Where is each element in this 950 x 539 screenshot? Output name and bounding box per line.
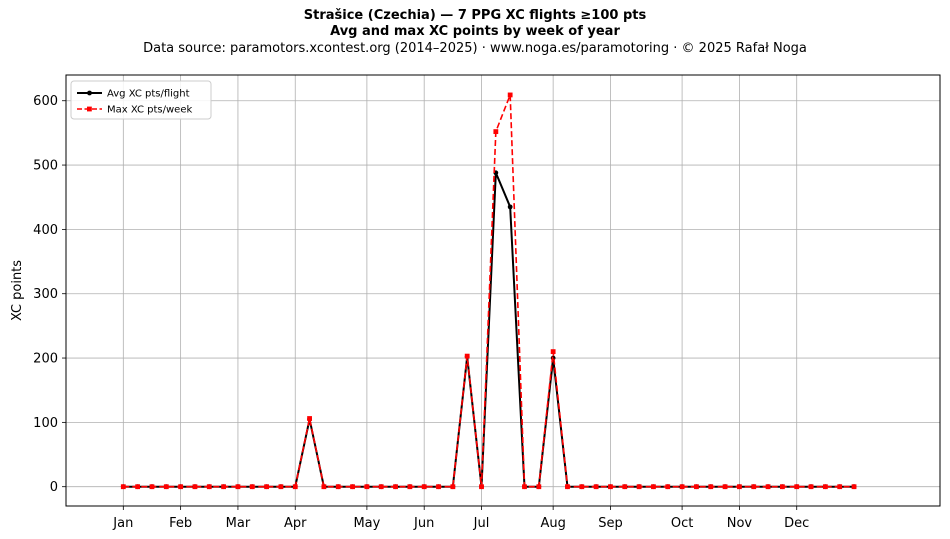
max-data-point [851,484,857,490]
max-data-point [292,484,298,490]
x-tick-label: Oct [671,516,693,531]
max-data-point [765,484,771,490]
chart-grid [66,75,940,506]
legend-marker [87,90,92,96]
x-tick-label: Dec [784,516,809,531]
legend-label: Max XC pts/week [107,105,192,116]
max-data-point [235,484,241,490]
max-data-point [278,484,284,490]
chart-subtitle: Data source: paramotors.xcontest.org (20… [143,41,807,56]
chart-legend: Avg XC pts/flight Max XC pts/week [70,80,212,120]
max-data-point [350,484,355,490]
max-data-point [335,484,341,490]
max-data-point [722,484,728,490]
y-tick-label: 400 [33,223,58,238]
avg-data-point [507,204,513,210]
legend-label: Avg XC pts/flight [107,89,190,100]
avg-series-line [123,171,855,488]
max-data-point [321,484,327,490]
y-axis-label: XC points [10,260,25,321]
max-data-point [837,484,843,490]
y-tick-label: 300 [33,287,58,302]
x-tick-label: Jul [473,516,490,531]
max-data-point [479,484,484,490]
chart-title-block: Strašice (Czechia) — 7 PPG XC flights ≥1… [0,8,950,57]
max-data-point [464,353,470,359]
max-data-point [364,484,370,490]
x-tick-label: Feb [169,516,192,531]
max-data-point [708,484,714,490]
max-data-point [679,484,685,490]
max-data-point [579,484,585,490]
x-tick-label: Apr [284,516,307,531]
max-data-point [536,484,542,490]
max-data-point [221,484,227,490]
max-data-point [822,484,828,490]
max-data-point [665,484,671,490]
max-data-point [622,484,628,490]
max-data-point [178,484,184,490]
max-data-point [393,484,398,490]
y-tick-label: 600 [33,94,58,109]
y-tick-label: 200 [33,352,58,367]
max-data-point [779,484,785,490]
x-tick-label: Jan [112,516,133,531]
legend-box [70,80,212,120]
max-data-point [206,484,212,490]
chart-title-line2: Avg and max XC points by week of year [330,24,620,39]
max-data-point [120,484,126,490]
max-data-point [565,484,570,490]
x-tick-label: Aug [540,516,565,531]
max-data-point [450,484,456,490]
max-data-point [593,484,599,490]
max-data-point [264,484,269,490]
max-data-point [135,484,141,490]
y-tick-label: 0 [50,480,58,495]
max-data-point [751,484,757,490]
max-data-point [149,484,155,490]
max-data-point [192,484,198,490]
x-tick-label: Sep [598,516,623,531]
x-tick-label: Nov [727,516,753,531]
max-data-point [608,484,613,490]
max-data-point [636,484,642,490]
max-data-point [651,484,656,490]
x-tick-label: May [353,516,380,531]
max-data-point [378,484,384,490]
max-data-point [249,484,255,490]
legend-marker [87,106,92,112]
chart-series [120,92,857,490]
max-data-point [794,484,800,490]
max-data-point [507,92,513,98]
max-data-point [436,484,441,490]
plot-frame [65,74,941,507]
y-tick-label: 100 [33,416,58,431]
x-tick-label: Mar [226,516,251,531]
max-data-point [421,484,427,490]
max-data-point [493,129,499,135]
max-series-line [123,94,855,488]
max-data-point [407,484,413,490]
max-data-point [522,484,527,490]
max-data-point [694,484,699,490]
max-data-point [737,484,742,490]
y-tick-label: 500 [33,159,58,174]
max-data-point [808,484,814,490]
chart-title-line1: Strašice (Czechia) — 7 PPG XC flights ≥1… [303,8,647,23]
chart-ticks: 0 100 200 300 400 500 600 Jan Feb Mar Apr May Jun Jul… [33,94,809,531]
max-data-point [550,349,556,355]
x-tick-label: Jun [413,516,434,531]
max-data-point [307,416,312,421]
max-data-point [163,484,169,490]
